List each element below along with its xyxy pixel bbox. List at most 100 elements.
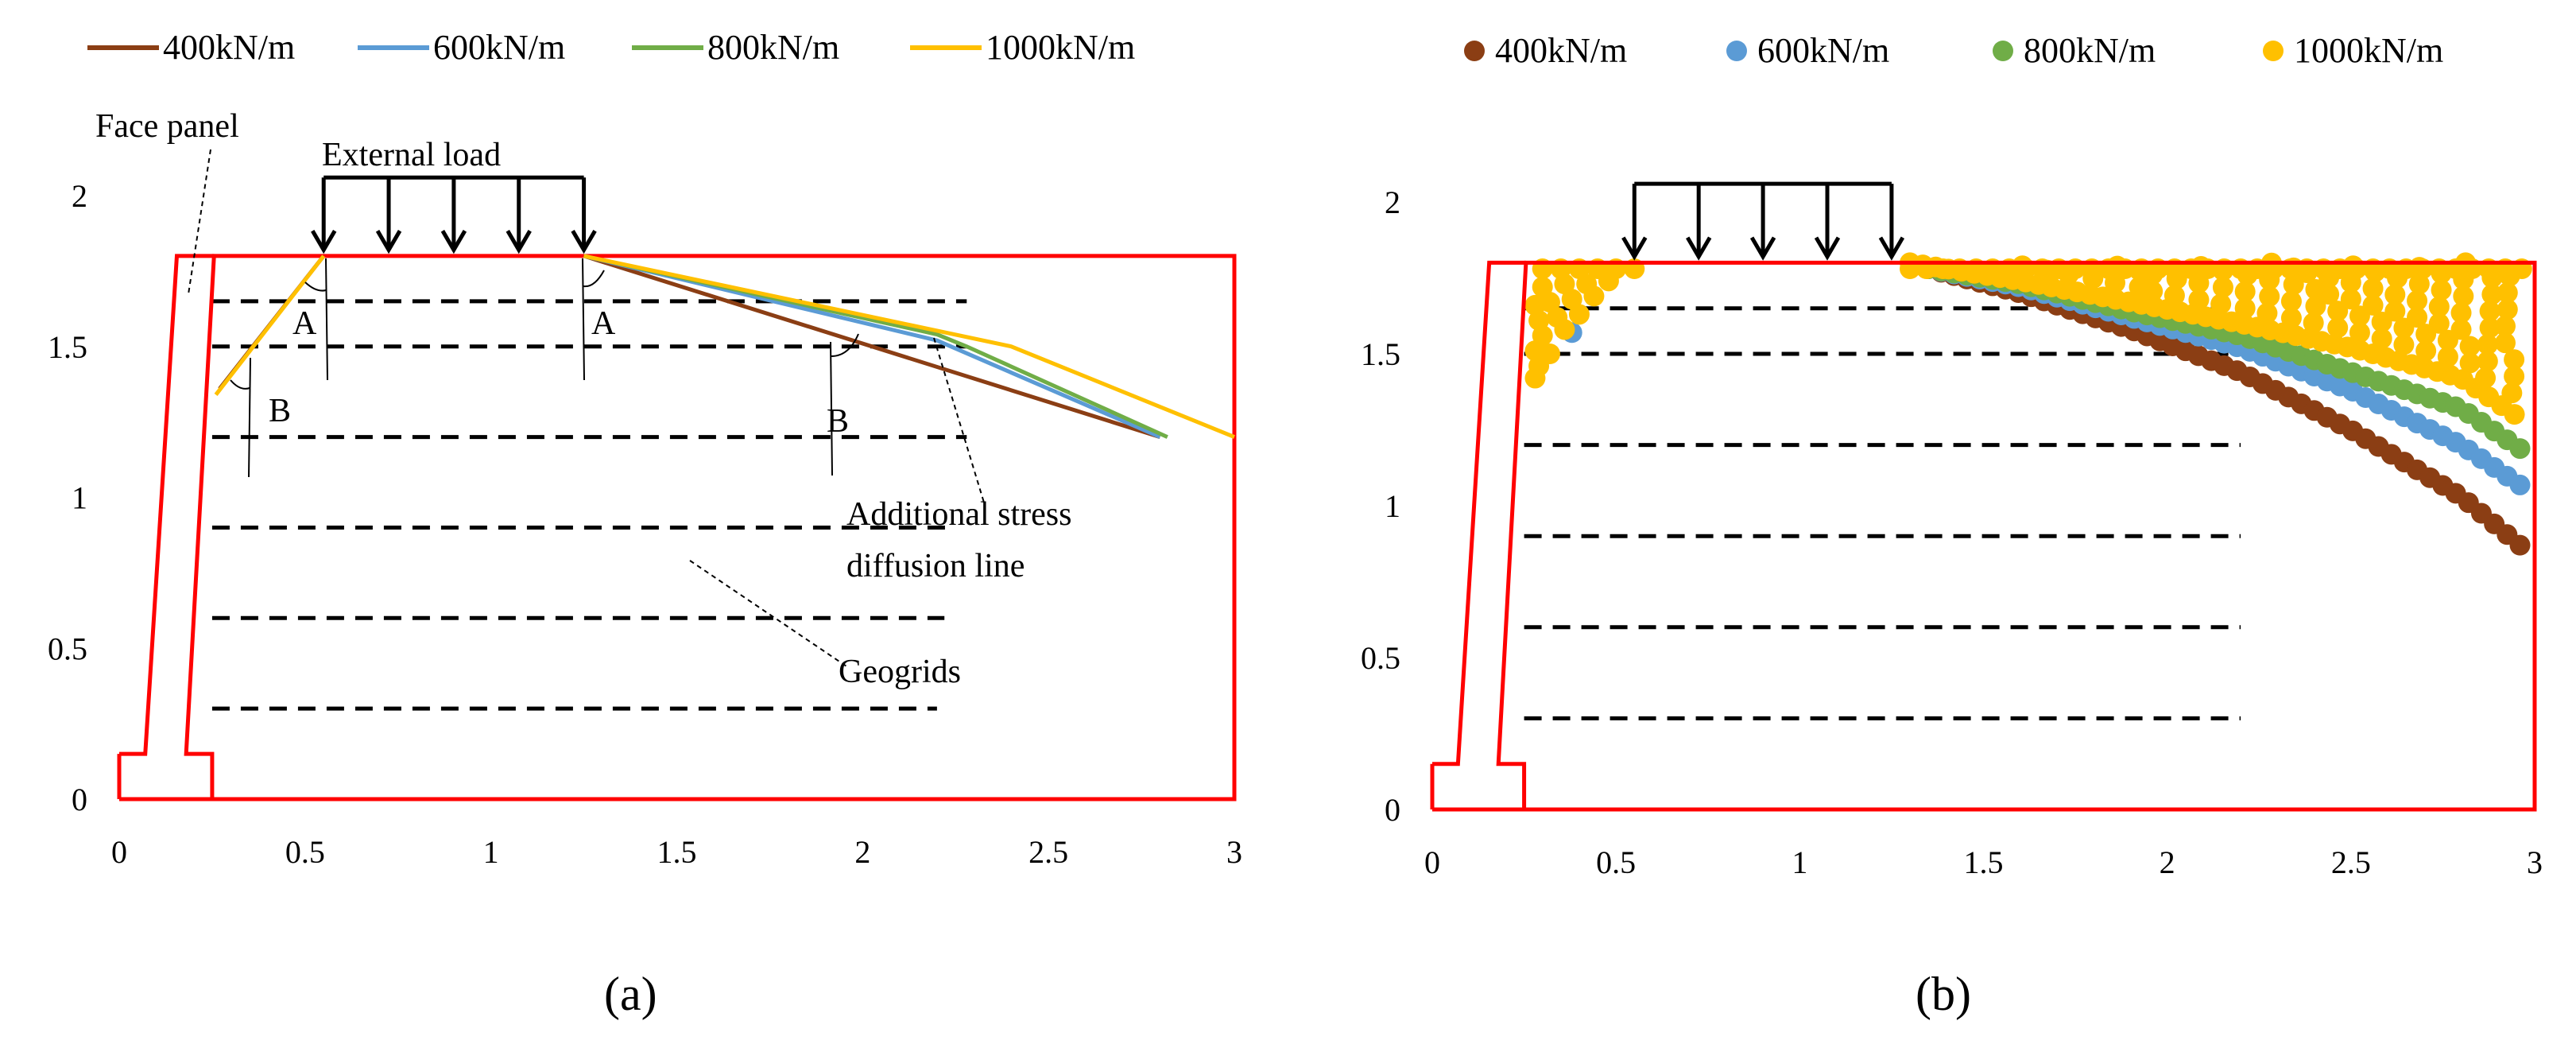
y-tick-label: 0 [72,782,87,817]
wall-outline-b [1430,260,2537,812]
scatter-point-1000kN/m [2212,277,2233,298]
stress-line-label-2: diffusion line [846,548,1025,584]
legend-label: 600kN/m [1757,31,1889,70]
legend-swatch [2263,41,2284,61]
scatter-point-1000kN/m [2495,332,2516,354]
scatter-point-1000kN/m [2479,317,2500,339]
geogrids-label: Geogrids [839,654,961,690]
wall-outline-a [117,254,1237,802]
y-tick-label: 1.5 [1361,336,1400,372]
geogrids-a [211,299,967,711]
load-arrow-head [1878,236,1905,261]
geogrids-b [1524,306,2241,720]
legend-label: 1000kN/m [986,28,1135,67]
x-tick-label: 1 [483,834,499,870]
scatter-point-1000kN/m [2234,281,2256,302]
scatter-point-1000kN/m [2407,307,2428,328]
angle-a-label-right: A [591,305,616,342]
scatter-point-1000kN/m [2477,334,2498,355]
scatter-point-1000kN/m [2459,336,2481,357]
legend-label: 400kN/m [1495,31,1627,70]
scatter-point-1000kN/m [2504,349,2525,371]
series-line-1000kN/m [583,254,1235,439]
y-tick-label: 1.5 [48,329,87,365]
scatter-point-1000kN/m [2280,307,2302,328]
angle-a-label-left: A [292,305,317,342]
scatter-point-1000kN/m [2305,296,2326,317]
scatter-point-1000kN/m [2371,328,2392,349]
face-panel [1432,260,1526,767]
load-arrow-head [1749,236,1776,261]
scatter-point-1000kN/m [2188,289,2210,311]
scatter-point-1000kN/m [1598,270,1619,292]
scatter-point-1000kN/m [2428,312,2450,334]
x-tick-label: 1.5 [1964,844,2004,880]
scatter-point-1000kN/m [2450,302,2472,324]
x-tick-label: 0.5 [285,834,325,870]
legend-label: 600kN/m [433,28,565,67]
scatter-point-1000kN/m [2280,290,2302,312]
angle-b-label-left: B [269,393,291,429]
scatter-point-1000kN/m [2504,366,2525,387]
backfill-outline [1432,260,2537,812]
scatter-point-1000kN/m [2349,322,2370,344]
y-tick-label: 0 [1385,792,1400,828]
axes-a: 0 0.5 1 1.5 2 2.5 3 0 0.5 1 1.5 2 [48,178,1242,870]
scatter-point-1000kN/m [2504,404,2525,425]
scatter-point-1000kN/m [2384,284,2406,305]
caption-b: (b) [1916,968,1971,1020]
load-arrow-head [571,230,597,254]
scatter-point-1000kN/m [2407,290,2428,312]
load-arrow-head [506,230,532,254]
x-tick-label: 1 [1792,844,1807,880]
scatter-point-1000kN/m [2415,340,2437,362]
y-tick-label: 0.5 [48,631,87,666]
scatter-point-1000kN/m [2428,296,2450,317]
legend-label: 1000kN/m [2294,31,2443,70]
legend-label: 800kN/m [707,28,839,67]
scatter-point-1000kN/m [2283,274,2304,295]
caption-a: (a) [604,968,657,1020]
external-load-arrows-b [1621,181,1905,261]
scatter-point-1000kN/m [2318,284,2340,305]
face-panel-label: Face panel [95,108,239,145]
scatter-points-b [1524,252,2532,556]
scatter-point-1000kN/m [2327,317,2349,339]
legend-b: 400kN/m 600kN/m 800kN/m 1000kN/m [1464,31,2443,70]
x-tick-label: 0 [1424,844,1440,880]
scatter-point-1000kN/m [1568,304,1590,325]
x-tick-label: 2.5 [1028,834,1068,870]
load-arrow-head [375,230,402,254]
scatter-point-1000kN/m [1554,319,1575,340]
scatter-point-1000kN/m [2481,284,2503,305]
y-tick-label: 1 [1385,488,1400,524]
diffusion-line-left [214,254,326,397]
scatter-point-1000kN/m [2459,352,2481,374]
legend-label: 400kN/m [163,28,295,67]
legend-a: 400kN/m 600kN/m 800kN/m 1000kN/m [87,28,1135,67]
load-arrow-head [1686,236,1712,261]
x-tick-label: 2.5 [2331,844,2371,880]
scatter-point-1000kN/m [2340,289,2361,310]
stress-line-label-1: Additional stress [846,496,1071,533]
scatter-point-1000kN/m [2393,334,2415,355]
external-load-label: External load [322,137,501,173]
scatter-point-600kN/m [2509,474,2531,495]
x-tick-label: 3 [1226,834,1242,870]
scatter-point-1000kN/m [2142,281,2163,302]
scatter-point-1000kN/m [2362,294,2384,316]
load-arrow-head [440,230,467,254]
y-tick-label: 2 [72,178,87,214]
x-tick-label: 0.5 [1596,844,1636,880]
y-tick-label: 1 [72,480,87,516]
scatter-point-1000kN/m [1524,367,1546,389]
external-load-arrows-a [311,175,597,254]
scatter-point-1000kN/m [2327,301,2349,322]
scatter-point-1000kN/m [2234,297,2256,319]
load-arrow-head [1814,236,1841,261]
scatter-point-1000kN/m [2163,285,2185,306]
scatter-point-1000kN/m [2475,367,2497,389]
scatter-point-1000kN/m [2477,351,2498,372]
scatter-point-800kN/m [2509,438,2531,460]
